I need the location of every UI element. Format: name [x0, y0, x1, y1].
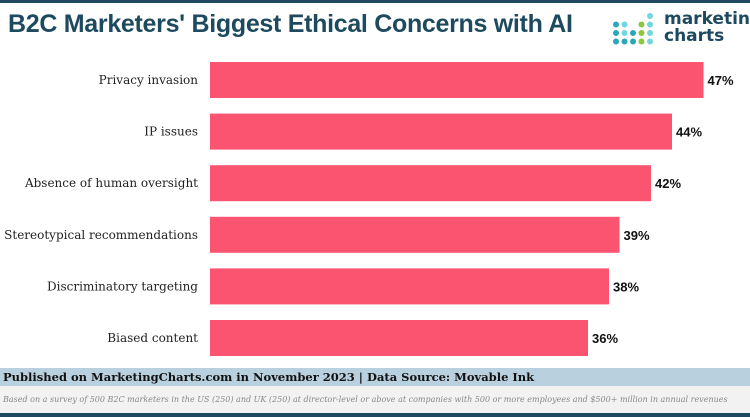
logo-dot	[647, 13, 653, 19]
logo-line2: charts	[664, 26, 725, 46]
marketingcharts-logo-icon	[613, 13, 653, 45]
chart-title: B2C Marketers' Biggest Ethical Concerns …	[8, 10, 573, 38]
value-label: 39%	[624, 228, 650, 243]
category-label: Discriminatory targeting	[47, 279, 198, 293]
value-label: 47%	[708, 73, 734, 88]
value-label: 38%	[613, 279, 639, 294]
logo-dot	[621, 30, 628, 36]
logo-dot	[647, 30, 653, 36]
category-label: Biased content	[107, 331, 198, 345]
logo-dot	[613, 38, 619, 45]
bar	[210, 62, 704, 98]
logo-dot	[647, 21, 653, 28]
published-source: Published on MarketingCharts.com in Nove…	[0, 368, 750, 386]
value-label: 36%	[592, 331, 618, 346]
logo-dot	[630, 30, 636, 36]
bar	[210, 216, 620, 253]
logo-text: marketingcharts	[664, 11, 750, 45]
logo-dot	[613, 21, 619, 28]
bottom-border	[0, 413, 750, 417]
logo-dot	[638, 30, 645, 36]
logo-dot	[621, 38, 628, 45]
survey-note: Based on a survey of 500 B2C marketers i…	[0, 386, 750, 413]
bar	[210, 268, 609, 305]
bar	[210, 320, 588, 356]
logo-dot	[647, 38, 653, 45]
category-label: Stereotypical recommendations	[4, 228, 198, 242]
bar-chart: Privacy invasion 47% IP issues 44% Absence o…	[4, 62, 734, 356]
category-label: Absence of human oversight	[24, 176, 198, 190]
logo-dot	[638, 21, 645, 28]
logo-line1: marketing	[664, 9, 750, 29]
bar	[210, 165, 651, 202]
category-label: IP issues	[144, 125, 198, 139]
bar	[210, 113, 672, 150]
category-label: Privacy invasion	[99, 73, 199, 87]
logo-dot	[613, 30, 619, 36]
value-label: 42%	[655, 176, 681, 191]
value-label: 44%	[676, 125, 702, 140]
logo-dot	[638, 38, 645, 45]
logo-dot	[621, 21, 628, 28]
top-border	[0, 0, 750, 3]
logo-dot	[630, 38, 636, 45]
